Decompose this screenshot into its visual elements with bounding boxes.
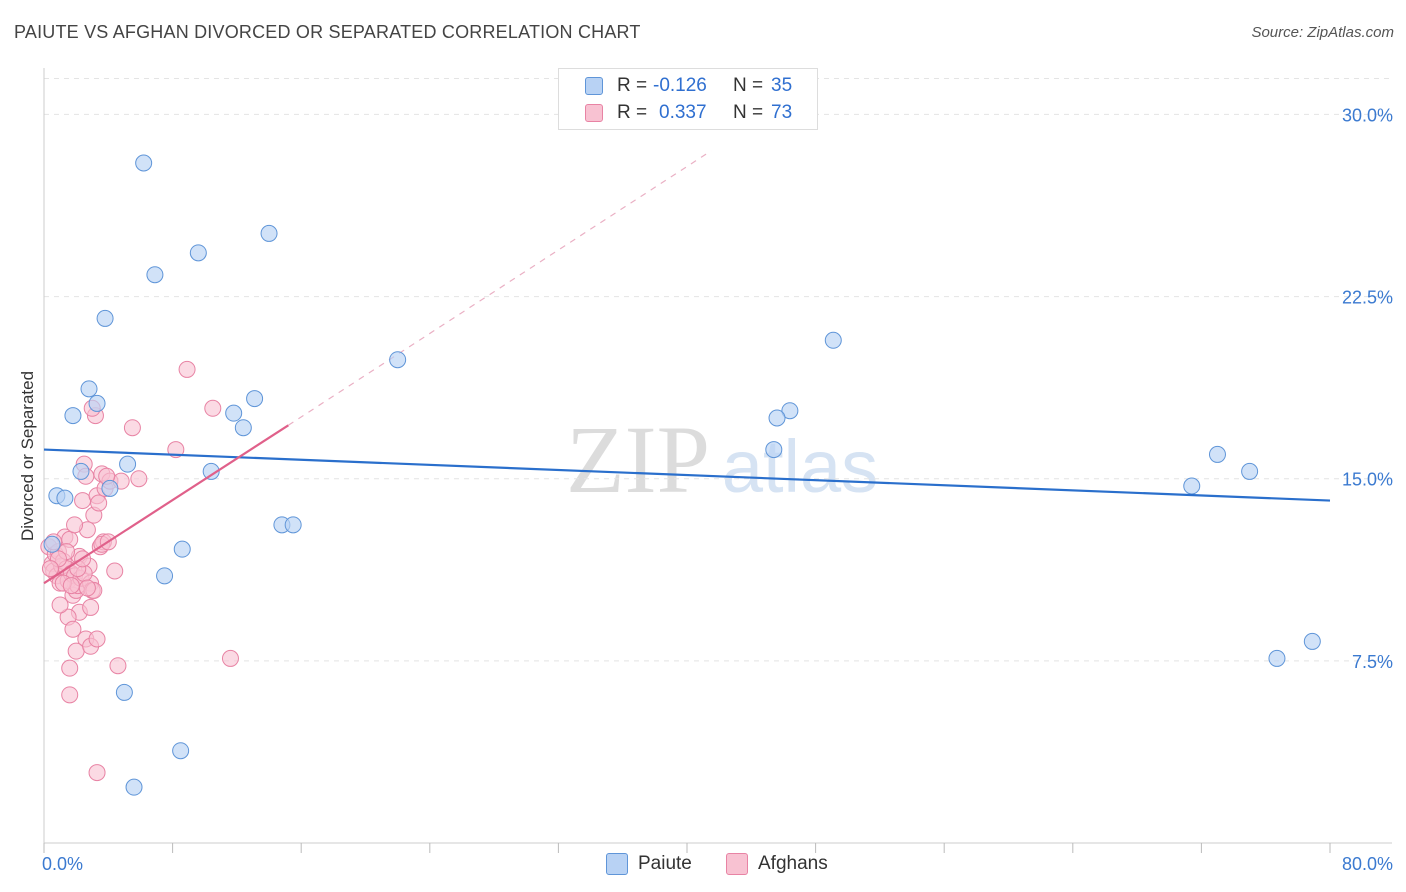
afghans-trend-extension [288, 150, 712, 426]
paiute-trend-line [43, 448, 1331, 502]
paiute-point-15 [202, 462, 220, 480]
afghans-point-52 [61, 686, 79, 704]
afghans-r-label: R = [617, 102, 648, 123]
paiute-point-5 [389, 351, 407, 369]
paiute-n-label: N = [733, 75, 764, 96]
afghans-point-54 [221, 649, 239, 667]
paiute-point-29 [1208, 445, 1226, 463]
afghans-legend-label: Afghans [758, 853, 828, 874]
paiute-point-17 [56, 489, 74, 507]
paiute-point-12 [119, 455, 137, 473]
paiute-point-0 [135, 154, 153, 172]
paiute-point-7 [88, 394, 106, 412]
paiute-point-14 [101, 479, 119, 497]
paiute-point-27 [768, 409, 786, 427]
afghans-point-64 [66, 516, 84, 534]
afghans-point-48 [67, 642, 85, 660]
afghans-point-42 [204, 399, 222, 417]
paiute-point-1 [189, 244, 207, 262]
afghans-point-65 [78, 579, 96, 597]
watermark-atlas: atlas [722, 425, 878, 508]
afghans-point-39 [130, 470, 148, 488]
afghans-point-46 [64, 620, 82, 638]
afghans-point-68 [41, 560, 59, 578]
afghans-point-67 [62, 577, 80, 595]
paiute-point-9 [64, 407, 82, 425]
paiute-point-21 [156, 567, 174, 585]
afghans-point-55 [88, 764, 106, 782]
afghans-point-38 [123, 419, 141, 437]
paiute-point-11 [234, 419, 252, 437]
paiute-swatch [585, 77, 603, 95]
afghans-point-20 [74, 492, 92, 510]
y-tick-label-2: 22.5% [1342, 288, 1393, 308]
afghans-trend-line [43, 424, 289, 585]
afghans-n-label: N = [733, 102, 764, 123]
paiute-point-10 [225, 404, 243, 422]
paiute-point-20 [173, 540, 191, 558]
paiute-point-3 [146, 266, 164, 284]
afghans-r-value: 0.337 [659, 102, 707, 123]
paiute-point-24 [125, 778, 143, 796]
paiute-legend-label: Paiute [638, 853, 692, 874]
paiute-r-label: R = [617, 75, 648, 96]
paiute-r-value: -0.126 [653, 75, 707, 96]
source-credit: Source: ZipAtlas.com [1251, 24, 1394, 41]
paiute-point-2 [260, 224, 278, 242]
y-tick-label-0: 7.5% [1352, 652, 1393, 672]
paiute-legend-swatch [606, 853, 628, 875]
paiute-point-23 [172, 742, 190, 760]
afghans-point-41 [178, 360, 196, 378]
paiute-point-26 [781, 402, 799, 420]
y-tick-label-1: 15.0% [1342, 470, 1393, 490]
afghans-point-57 [82, 598, 100, 616]
afghans-point-36 [106, 562, 124, 580]
afghans-point-30 [90, 494, 108, 512]
afghans-n-value: 73 [771, 102, 793, 123]
afghans-swatch [585, 104, 603, 122]
afghans-point-51 [88, 630, 106, 648]
afghans-point-49 [61, 659, 79, 677]
paiute-point-19 [284, 516, 302, 534]
paiute-point-32 [1303, 632, 1321, 650]
paiute-point-22 [115, 683, 133, 701]
afghans-point-56 [51, 596, 69, 614]
paiute-point-31 [1241, 462, 1259, 480]
paiute-point-13 [72, 462, 90, 480]
x-tick-label-0: 0.0% [42, 854, 83, 874]
paiute-n-value: 35 [771, 75, 793, 96]
paiute-point-34 [43, 535, 61, 553]
paiute-point-25 [824, 331, 842, 349]
x-tick-label-1: 80.0% [1342, 854, 1393, 874]
afghans-point-53 [109, 657, 127, 675]
paiute-point-4 [96, 309, 114, 327]
paiute-point-8 [246, 390, 264, 408]
paiute-point-30 [1183, 477, 1201, 495]
afghans-legend-swatch [726, 853, 748, 875]
chart-title: PAIUTE VS AFGHAN DIVORCED OR SEPARATED C… [14, 22, 641, 42]
y-tick-label-3: 30.0% [1342, 105, 1393, 125]
paiute-point-28 [765, 441, 783, 459]
stats-legend: R = -0.126 N = 35 R = 0.337 N = 73 [558, 68, 818, 130]
paiute-point-33 [1268, 649, 1286, 667]
paiute-point-6 [80, 380, 98, 398]
watermark-zip: ZIP [566, 406, 710, 513]
